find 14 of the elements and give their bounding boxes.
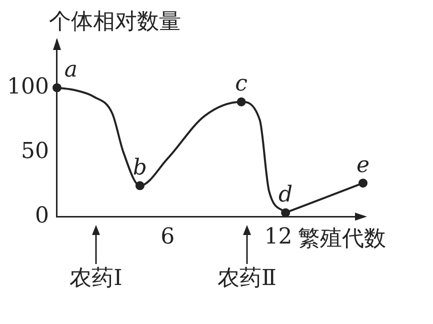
annotation: d	[278, 182, 293, 208]
y-axis-title: 个体相对数量	[48, 10, 181, 35]
y-tick-label: 100	[6, 74, 49, 100]
text: 农药Ⅱ	[216, 266, 278, 292]
x-axis-title: 繁殖代数	[298, 226, 386, 252]
annotation: c	[235, 72, 248, 97]
annotation: e	[356, 152, 370, 178]
y-tick-label: 0	[34, 203, 49, 228]
x-tick-label: 12	[264, 224, 292, 250]
y-tick-label: 50	[20, 138, 49, 164]
text: 农药Ⅰ	[68, 266, 124, 292]
annotation: b	[132, 155, 147, 180]
x-tick-label: 6	[160, 224, 175, 250]
annotation: a	[64, 57, 78, 82]
